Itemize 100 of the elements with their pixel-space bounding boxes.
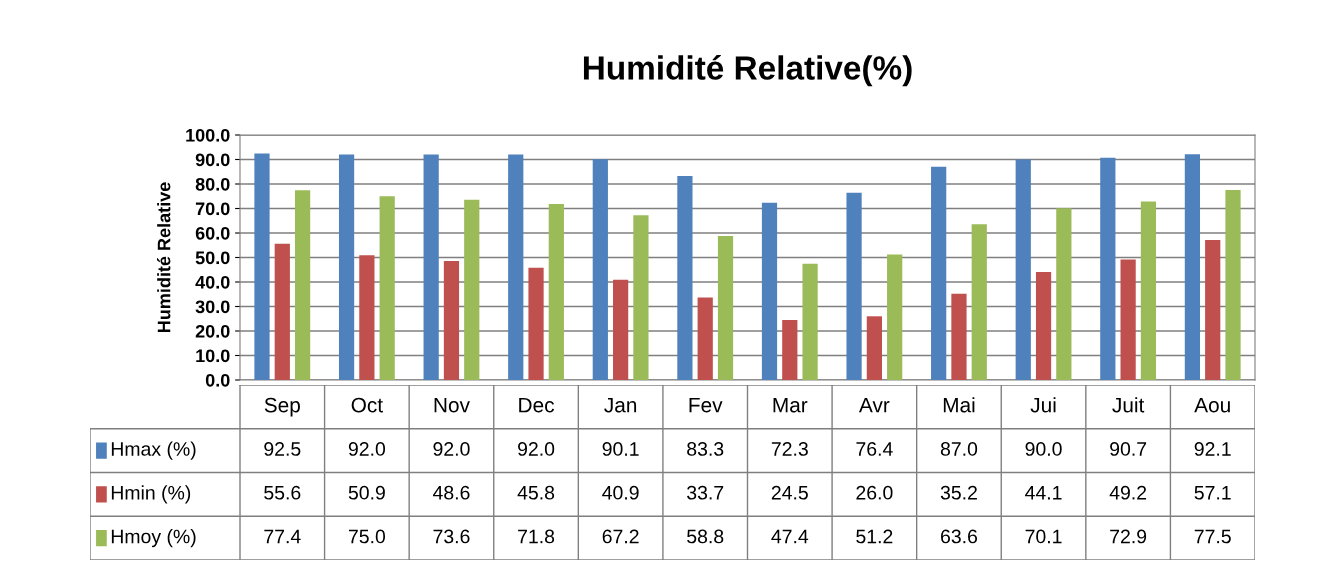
data-label: 92.0 [518, 442, 555, 456]
x-tick-label: Fev [689, 397, 723, 413]
bar [1184, 154, 1201, 380]
bar [971, 224, 987, 380]
x-tick-label: Mai [943, 397, 975, 413]
data-label: 26.0 [856, 485, 893, 500]
y-tick-label: 50.0 [195, 251, 230, 265]
data-label: 35.2 [940, 485, 977, 500]
bar [677, 175, 693, 380]
y-tick-label: 10.0 [196, 349, 230, 363]
x-tick-label: Mar [773, 397, 808, 413]
bar [613, 279, 629, 380]
bar [1140, 201, 1157, 380]
x-tick-label: Avr [858, 397, 890, 413]
data-label: 55.6 [264, 485, 301, 500]
y-tick-label: 90.0 [195, 153, 230, 167]
x-tick-label: Nov [434, 397, 470, 413]
data-label: 77.5 [1194, 529, 1231, 544]
data-label: 45.8 [517, 485, 555, 500]
y-tick-label: 80.0 [195, 177, 230, 191]
data-label: 70.1 [1025, 529, 1062, 544]
bar [508, 154, 524, 380]
bar [1225, 190, 1241, 380]
data-label: 72.9 [1110, 529, 1147, 544]
bar [338, 154, 355, 380]
bar [951, 293, 967, 380]
bar [379, 196, 395, 380]
legend-label: Hmin (%) [111, 485, 191, 504]
y-tick-label: 30.0 [195, 300, 230, 314]
y-tick-label: 100.0 [186, 128, 230, 142]
data-label: 92.0 [433, 442, 470, 456]
bar [528, 267, 544, 380]
data-label: 48.6 [432, 485, 470, 500]
bar [717, 235, 734, 380]
data-label: 71.8 [518, 529, 555, 544]
data-label: 51.2 [856, 529, 893, 544]
data-label: 92.5 [264, 442, 301, 456]
data-label: 83.3 [687, 442, 724, 456]
data-label: 90.1 [602, 442, 639, 456]
y-tick-label: 0.0 [205, 373, 230, 387]
data-label: 44.1 [1025, 486, 1062, 500]
bar [274, 243, 290, 380]
bar [761, 202, 778, 380]
y-axis-title: Humidité Relative [157, 182, 171, 333]
bar [846, 192, 862, 380]
x-tick-label: Dec [519, 397, 555, 413]
bar [359, 255, 375, 380]
data-label: 92.1 [1194, 442, 1231, 456]
bar [1056, 208, 1072, 380]
legend-label: Hmoy (%) [111, 529, 196, 548]
data-label: 87.0 [940, 442, 978, 456]
data-label: 40.9 [602, 485, 639, 500]
legend-label: Hmax (%) [111, 441, 196, 460]
bar [1205, 240, 1221, 380]
x-tick-label: Jui [1030, 397, 1056, 413]
x-tick-label: Oct [351, 397, 383, 413]
bar [423, 154, 439, 380]
bar [294, 190, 311, 380]
bar [464, 199, 480, 380]
bar [887, 254, 903, 380]
data-label: 50.9 [348, 485, 385, 500]
bar [931, 166, 947, 380]
y-tick-label: 70.0 [195, 202, 230, 216]
bar [782, 319, 798, 380]
bar [802, 263, 818, 380]
bar [592, 159, 608, 380]
data-label: 58.8 [687, 529, 724, 544]
data-label: 75.0 [348, 529, 386, 544]
bar [254, 153, 270, 380]
bar [633, 215, 649, 380]
y-tick-label: 40.0 [195, 275, 230, 289]
data-label: 76.4 [856, 442, 893, 456]
data-label: 47.4 [771, 529, 809, 544]
data-label: 90.7 [1110, 442, 1147, 456]
bar [1035, 271, 1052, 380]
data-label: 33.7 [687, 485, 724, 500]
bar [1015, 159, 1031, 380]
chart-title: Humidité Relative(%) [583, 55, 912, 87]
data-label: 73.6 [433, 529, 470, 544]
x-tick-label: Juit [1112, 397, 1145, 413]
data-label: 49.2 [1109, 485, 1147, 500]
data-label: 92.0 [348, 442, 386, 456]
y-tick-label: 20.0 [195, 324, 230, 338]
bar [866, 316, 882, 380]
data-label: 57.1 [1194, 486, 1231, 500]
data-label: 67.2 [602, 529, 639, 544]
bar [443, 260, 460, 380]
data-label: 24.5 [771, 485, 808, 500]
data-label: 72.3 [771, 442, 808, 456]
data-label: 77.4 [264, 529, 301, 544]
bar [697, 297, 713, 380]
x-tick-label: Aou [1194, 397, 1230, 413]
data-label: 90.0 [1025, 442, 1062, 456]
x-tick-label: Sep [264, 397, 300, 417]
x-tick-label: Jan [604, 397, 637, 413]
bar [1120, 259, 1136, 380]
y-tick-label: 60.0 [195, 226, 230, 240]
bar [548, 204, 564, 380]
bar [1100, 157, 1116, 380]
data-label: 63.6 [941, 529, 978, 544]
